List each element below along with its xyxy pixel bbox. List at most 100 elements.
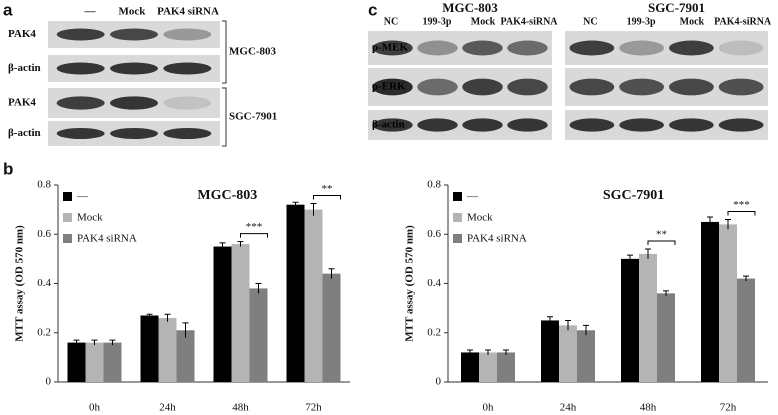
error-bar <box>503 349 509 355</box>
bar <box>213 246 232 382</box>
legend-label: PAK4 siRNA <box>77 233 137 245</box>
panel-label: b <box>3 159 13 178</box>
blot-title: MGC-803 <box>442 0 498 15</box>
row-label: β-actin <box>8 127 41 139</box>
blot-band <box>619 78 665 96</box>
lane-label: PAK4 siRNA <box>157 6 219 18</box>
cell-line-label: MGC-803 <box>229 46 277 58</box>
blot-band <box>110 62 158 75</box>
bar <box>103 342 122 382</box>
blot-band <box>163 28 212 41</box>
blot-band <box>668 78 714 96</box>
legend-label: Mock <box>77 212 103 224</box>
blot-band <box>110 96 158 110</box>
x-tick-label: 72h <box>720 402 737 414</box>
bar <box>621 258 639 382</box>
bar <box>719 224 737 382</box>
x-tick-label: 24h <box>159 402 176 414</box>
y-tick-label: 0.2 <box>427 326 441 338</box>
blot-band <box>56 96 105 110</box>
significance-bracket <box>313 194 341 200</box>
blot-band <box>163 128 212 139</box>
blot-band <box>718 118 764 132</box>
bar <box>737 278 755 382</box>
legend-label: — <box>76 191 89 203</box>
error-bar <box>328 268 335 279</box>
error-bar <box>73 339 80 346</box>
legend-swatch <box>63 213 72 222</box>
bar <box>559 325 577 382</box>
y-tick-label: 0 <box>46 376 52 388</box>
lane-label: NC <box>583 16 597 27</box>
blot-band <box>372 78 413 96</box>
error-bar <box>237 241 244 247</box>
bar <box>67 342 86 382</box>
bar <box>701 221 719 382</box>
blot-band <box>507 40 548 56</box>
blot-band <box>56 28 105 41</box>
bar <box>249 288 268 382</box>
lane-label: PAK4-siRNA <box>714 16 772 27</box>
blot-band <box>417 78 458 96</box>
blot-band <box>417 118 458 132</box>
x-tick-label: 72h <box>305 402 322 414</box>
error-bar <box>310 202 317 216</box>
bar <box>577 330 595 382</box>
error-bar <box>146 313 153 317</box>
blot-band <box>619 118 665 132</box>
blot-band <box>372 40 413 56</box>
legend-label: Mock <box>467 212 493 224</box>
error-bar <box>467 349 473 355</box>
bar <box>85 342 104 382</box>
error-bar <box>627 254 633 263</box>
y-axis-title: MTT assay (OD 570 nm) <box>404 225 416 342</box>
significance-label: ** <box>322 183 333 195</box>
legend-swatch <box>63 234 72 243</box>
blot-band <box>417 40 458 56</box>
y-tick-label: 0.4 <box>37 277 51 289</box>
error-bar <box>292 201 299 208</box>
bar <box>497 352 515 382</box>
blot-band <box>718 78 764 96</box>
significance-label: *** <box>246 221 263 233</box>
x-tick-label: 48h <box>640 402 657 414</box>
lane-label: Mock <box>119 6 147 18</box>
blot-band <box>56 128 105 139</box>
bar <box>639 253 657 382</box>
error-bar <box>219 242 226 251</box>
error-bar <box>255 283 262 294</box>
blot-band <box>462 78 503 96</box>
panel-label: a <box>3 0 13 19</box>
error-bar <box>547 316 553 325</box>
bracket <box>222 20 227 84</box>
lane-label: NC <box>384 16 398 27</box>
cell-line-label: SGC-7901 <box>229 111 277 123</box>
legend-swatch <box>453 234 462 243</box>
chart-title: SGC-7901 <box>603 188 664 203</box>
blot-band <box>718 40 764 56</box>
error-bar <box>707 216 713 227</box>
blot-band <box>163 62 212 75</box>
y-tick-label: 0.2 <box>37 326 51 338</box>
bar <box>479 352 497 382</box>
lane-label: 199-3p <box>423 16 452 27</box>
error-bar <box>91 339 98 346</box>
significance-label: *** <box>733 199 750 211</box>
blot-band <box>56 62 105 75</box>
bar <box>286 204 305 382</box>
error-bar <box>725 218 731 230</box>
blot-band <box>507 78 548 96</box>
row-label: p-MEK <box>372 42 409 54</box>
y-tick-label: 0.6 <box>37 228 51 240</box>
significance-bracket <box>727 210 756 216</box>
blot-band <box>668 40 714 56</box>
error-bar <box>109 339 116 346</box>
y-tick-label: 0 <box>436 376 442 388</box>
blot-band <box>507 118 548 132</box>
blot-band <box>569 40 615 56</box>
legend-label: — <box>466 191 479 203</box>
y-tick-label: 0.8 <box>427 179 441 191</box>
legend-label: PAK4 siRNA <box>467 233 527 245</box>
y-tick-label: 0.4 <box>427 277 441 289</box>
legend-swatch <box>63 192 72 201</box>
